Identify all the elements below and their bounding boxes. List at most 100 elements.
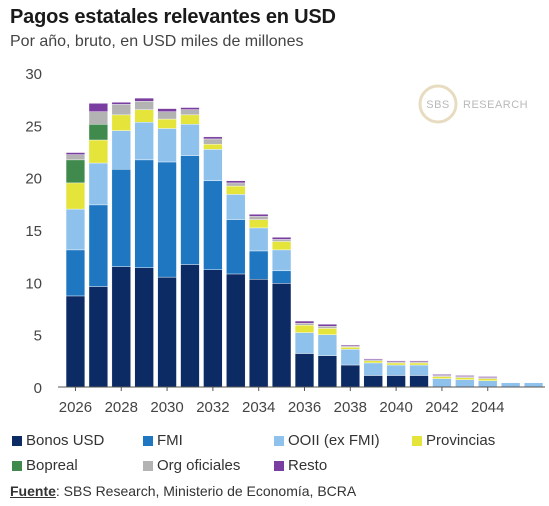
bar-segment	[386, 360, 406, 363]
legend-item-bopreal: Bopreal	[12, 457, 143, 474]
bar-segment	[180, 264, 200, 388]
bar-segment	[180, 114, 200, 125]
bar-segment	[272, 249, 292, 272]
bar-segment	[134, 159, 154, 268]
legend-item-ooii: OOII (ex FMI)	[274, 432, 412, 449]
legend-swatch	[143, 435, 153, 446]
x-tick-label: 2034	[242, 399, 275, 416]
bar-segment	[363, 375, 383, 388]
y-tick-label: 0	[34, 380, 42, 397]
bar-segment	[157, 161, 177, 278]
bar-segment	[317, 334, 337, 356]
legend-item-resto: Resto	[274, 457, 412, 474]
bar-segment	[65, 159, 86, 184]
bar-segment	[249, 227, 269, 252]
x-tick-label: 2028	[105, 399, 138, 416]
legend-swatch	[12, 460, 22, 471]
bar-segment	[111, 114, 131, 131]
legend-swatch	[274, 460, 284, 471]
bar-segment	[363, 360, 383, 364]
bar-segment	[88, 204, 108, 287]
bar-segment	[88, 111, 108, 125]
bar-segment	[180, 155, 200, 265]
bar-segment	[386, 364, 406, 376]
legend-swatch	[143, 460, 153, 471]
bar-segment	[157, 276, 177, 388]
x-tick-label: 2040	[379, 399, 412, 416]
bar-segment	[111, 102, 131, 105]
bar-segment	[386, 375, 406, 388]
bar-segment	[157, 118, 177, 129]
bar-segment	[272, 283, 292, 388]
bar-segment	[111, 130, 131, 170]
bar-segment	[134, 109, 154, 123]
bar-segment	[409, 375, 429, 388]
bar-segment	[294, 322, 315, 326]
source-note: Fuente: SBS Research, Ministerio de Econ…	[10, 483, 356, 499]
bar-segment	[386, 362, 406, 366]
bar-segment	[317, 326, 337, 329]
bar-segment	[363, 358, 383, 360]
bar-segment	[294, 353, 315, 388]
bar-segment	[203, 180, 223, 270]
y-tick-label: 20	[25, 171, 42, 188]
y-tick-label: 25	[25, 118, 42, 135]
bar-segment	[294, 332, 315, 354]
legend-swatch	[12, 435, 22, 446]
x-tick-label: 2032	[196, 399, 229, 416]
bar-segment	[203, 138, 223, 145]
bar-segment	[226, 182, 246, 187]
y-tick-label: 10	[25, 275, 42, 292]
bar-segment	[226, 185, 246, 195]
bar-segment	[203, 143, 223, 150]
bar-segment	[226, 219, 246, 275]
legend-row: Bonos USD FMI OOII (ex FMI) Provincias	[12, 428, 542, 453]
x-tick-label: 2036	[288, 399, 321, 416]
bar-segment	[340, 364, 360, 388]
bar-segment	[455, 377, 475, 380]
bar-segment	[249, 214, 269, 217]
bar-segment	[363, 362, 383, 376]
source-text: : SBS Research, Ministerio de Economía, …	[55, 483, 357, 499]
bar-segment	[501, 382, 521, 388]
bar-segment	[180, 124, 200, 156]
legend-label: Provincias	[426, 432, 496, 449]
bar-segment	[409, 360, 429, 363]
bar-segment	[432, 374, 452, 376]
bar-segment	[478, 380, 498, 388]
bar-segment	[272, 237, 292, 240]
bar-segment	[409, 364, 429, 376]
stacked-bar-chart: 0 5 10 15 20 25 30 2026 2028 2030 2032 2034 2036 203…	[25, 66, 545, 416]
bar-segment	[157, 111, 177, 120]
x-tick-label: 2030	[150, 399, 183, 416]
bar-segment	[157, 108, 177, 112]
bar-segment	[134, 101, 154, 110]
chart-subtitle: Por año, bruto, en USD miles de millones	[10, 33, 304, 50]
bar-segment	[340, 344, 360, 347]
watermark-text: RESEARCH	[463, 99, 528, 111]
legend-swatch	[412, 435, 422, 446]
bar-segment	[455, 379, 475, 388]
bar-segment	[65, 182, 86, 210]
watermark-logo: SBS	[426, 99, 450, 111]
y-tick-label: 30	[25, 66, 42, 83]
legend-label: Bopreal	[26, 457, 78, 474]
bar-segment	[294, 320, 315, 324]
bar-segment	[317, 355, 337, 388]
sbs-watermark: SBS RESEARCH	[418, 84, 528, 124]
bar-segment	[157, 128, 177, 163]
bar-segment	[455, 375, 475, 377]
y-axis: 0 5 10 15 20 25 30	[25, 66, 42, 397]
bar-segment	[478, 376, 498, 378]
bar-segment	[203, 149, 223, 182]
bar-segment	[88, 139, 108, 164]
bar-segment	[111, 104, 131, 116]
bar-segment	[249, 216, 269, 220]
bar-segment	[226, 194, 246, 220]
bar-segment	[203, 136, 223, 140]
bar-segment	[249, 278, 269, 388]
bar-segment	[134, 121, 154, 161]
bar-segment	[249, 250, 269, 280]
legend-swatch	[274, 435, 284, 446]
legend-item-org-oficiales: Org oficiales	[143, 457, 274, 474]
